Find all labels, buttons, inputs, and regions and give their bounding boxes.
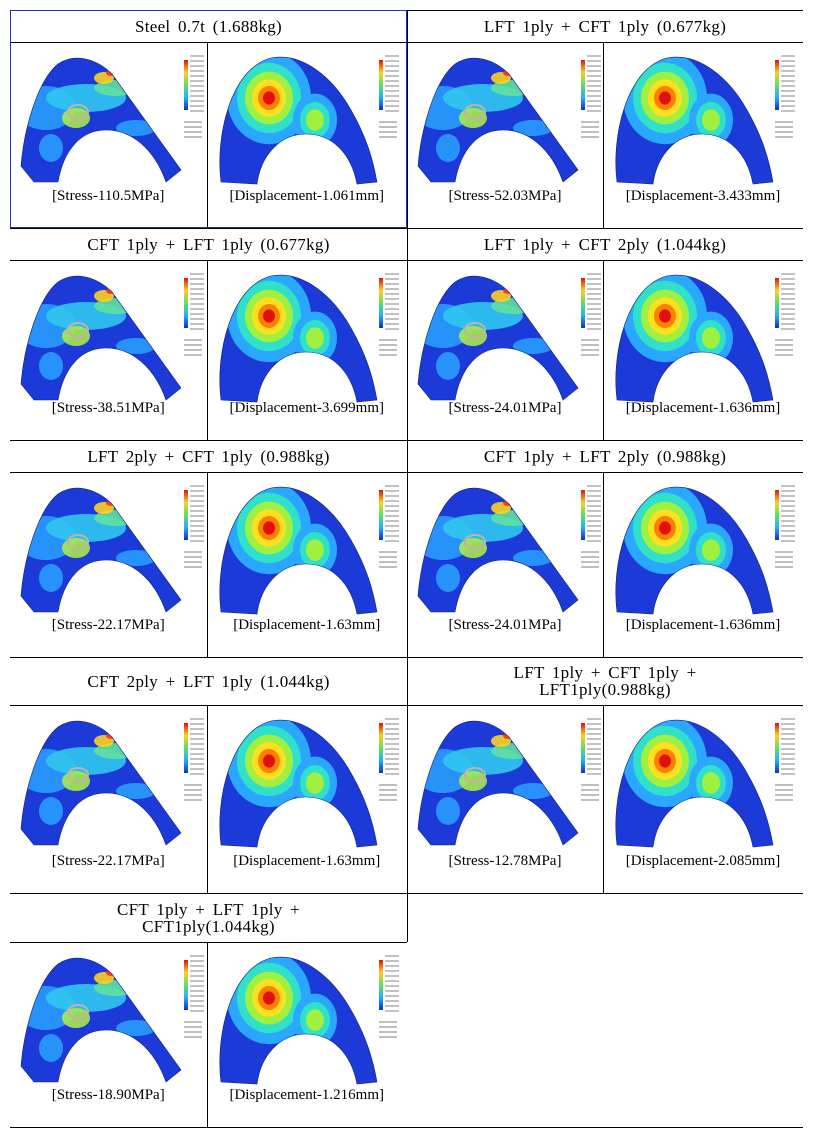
header-rule	[10, 705, 407, 706]
stress-caption: [Stress-52.03MPa]	[448, 188, 562, 204]
stress-plot	[20, 485, 204, 613]
cell-title: CFT 2ply + LFT 1ply (1.044kg)	[87, 671, 330, 691]
block-divider	[407, 893, 408, 942]
displacement-plot	[219, 718, 399, 848]
displacement-caption: [Displacement-1.63mm]	[233, 617, 381, 633]
displacement-caption: [Displacement-1.63mm]	[233, 853, 381, 869]
block-divider	[407, 440, 408, 657]
header-rule	[10, 42, 407, 43]
stress-plot	[20, 718, 204, 846]
displacement-plot	[219, 955, 399, 1085]
block-divider	[407, 228, 408, 440]
header-rule	[407, 260, 803, 261]
stress-caption: [Stress-12.78MPa]	[448, 853, 562, 869]
displacement-plot	[219, 485, 399, 615]
displacement-plot	[615, 485, 795, 615]
displacement-caption: [Displacement-1.636mm]	[625, 400, 781, 416]
cell-divider	[206, 942, 208, 1127]
displacement-caption: [Displacement-3.433mm]	[625, 188, 781, 204]
cell-title: LFT 1ply + CFT 1ply (0.677kg)	[483, 16, 727, 36]
block-divider	[407, 657, 408, 893]
stress-caption: [Stress-18.90MPa]	[51, 1087, 165, 1103]
cell-divider	[603, 260, 604, 440]
header-rule	[10, 472, 407, 473]
cell-divider	[603, 705, 604, 893]
header-rule	[407, 705, 803, 706]
displacement-caption: [Displacement-2.085mm]	[625, 853, 781, 869]
selection-box	[10, 10, 407, 228]
header-rule	[407, 472, 803, 473]
cell-divider	[206, 472, 208, 657]
cell-divider	[603, 42, 604, 228]
cell-title: CFT 1ply + LFT 1ply + CFT1ply(1.044kg)	[117, 899, 300, 936]
displacement-plot	[219, 273, 399, 403]
stress-caption: [Stress-38.51MPa]	[51, 400, 165, 416]
stress-plot	[417, 273, 601, 401]
cell-title: CFT 1ply + LFT 1ply (0.677kg)	[87, 234, 330, 254]
stress-caption: [Stress-22.17MPa]	[51, 853, 165, 869]
block-divider	[407, 10, 408, 228]
cell-divider	[603, 472, 604, 657]
stress-plot	[417, 718, 601, 846]
stress-caption: [Stress-24.01MPa]	[448, 400, 562, 416]
stress-caption: [Stress-22.17MPa]	[51, 617, 165, 633]
stress-plot	[20, 955, 204, 1083]
cell-title: LFT 1ply + CFT 2ply (1.044kg)	[483, 234, 727, 254]
row-rule	[10, 657, 803, 658]
displacement-plot	[615, 273, 795, 403]
stress-caption: [Stress-24.01MPa]	[448, 617, 562, 633]
cell-divider	[206, 260, 208, 440]
cell-title: Steel 0.7t (1.688kg)	[134, 16, 283, 36]
header-rule	[10, 942, 407, 943]
cell-title: LFT 1ply + CFT 1ply + LFT1ply(0.988kg)	[513, 663, 697, 699]
cell-divider	[206, 705, 208, 893]
stress-plot	[417, 485, 601, 613]
displacement-plot	[615, 718, 795, 848]
cell-title: CFT 1ply + LFT 2ply (0.988kg)	[483, 446, 727, 466]
row-rule	[10, 228, 803, 229]
header-rule	[407, 42, 803, 43]
stress-plot	[417, 55, 601, 183]
cell-divider	[206, 42, 208, 228]
displacement-plot	[219, 55, 399, 185]
displacement-caption: [Displacement-1.061mm]	[229, 188, 385, 204]
header-rule	[10, 260, 407, 261]
displacement-plot	[615, 55, 795, 185]
table-bottom-rule	[10, 1127, 803, 1128]
stress-plot	[20, 55, 204, 183]
displacement-caption: [Displacement-3.699mm]	[229, 400, 385, 416]
row-rule	[10, 893, 803, 894]
stress-plot	[20, 273, 204, 401]
displacement-caption: [Displacement-1.636mm]	[625, 617, 781, 633]
stress-caption: [Stress-110.5MPa]	[52, 188, 165, 204]
row-rule	[10, 440, 803, 441]
cell-title: LFT 2ply + CFT 1ply (0.988kg)	[87, 446, 330, 466]
displacement-caption: [Displacement-1.216mm]	[229, 1087, 385, 1103]
